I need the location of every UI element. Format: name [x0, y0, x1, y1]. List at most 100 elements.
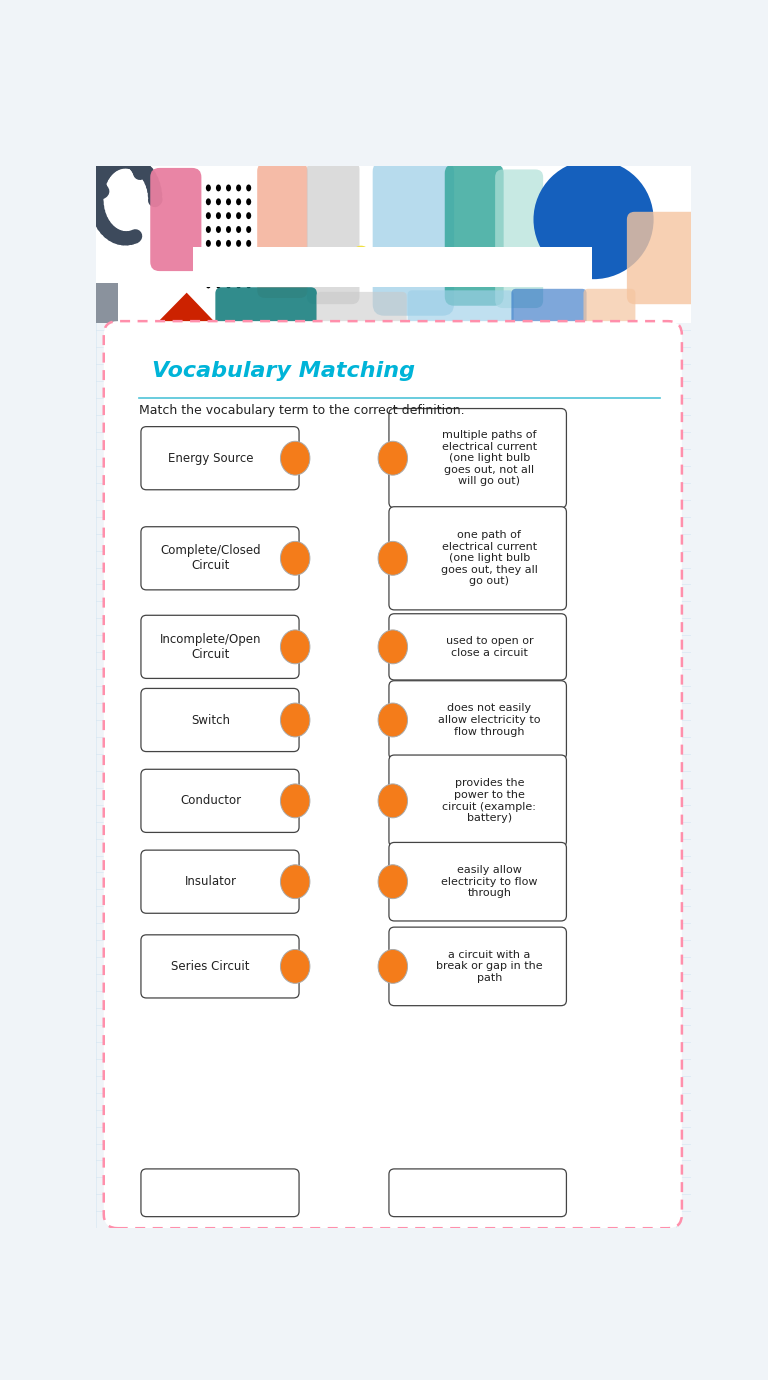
Ellipse shape	[226, 226, 231, 233]
Ellipse shape	[280, 541, 310, 575]
Text: Complete/Closed
Circuit: Complete/Closed Circuit	[161, 544, 261, 573]
Ellipse shape	[378, 949, 408, 984]
FancyBboxPatch shape	[408, 290, 514, 330]
FancyBboxPatch shape	[141, 527, 299, 589]
Ellipse shape	[378, 629, 408, 664]
Text: used to open or
close a circuit: used to open or close a circuit	[445, 636, 533, 658]
Text: Incomplete/Open
Circuit: Incomplete/Open Circuit	[160, 633, 261, 661]
Text: Series Circuit: Series Circuit	[171, 960, 250, 973]
FancyBboxPatch shape	[389, 408, 567, 508]
Ellipse shape	[226, 185, 231, 192]
FancyBboxPatch shape	[151, 168, 201, 270]
Text: does not easily
allow electricity to
flow through: does not easily allow electricity to flo…	[438, 704, 541, 737]
Ellipse shape	[236, 268, 241, 275]
Text: a circuit with a
break or gap in the
path: a circuit with a break or gap in the pat…	[436, 949, 543, 983]
FancyBboxPatch shape	[141, 426, 299, 490]
Ellipse shape	[378, 784, 408, 818]
Text: multiple paths of
electrical current
(one light bulb
goes out, not all
will go o: multiple paths of electrical current (on…	[442, 431, 537, 486]
Ellipse shape	[216, 226, 221, 233]
Ellipse shape	[216, 213, 221, 219]
Ellipse shape	[280, 949, 310, 984]
FancyBboxPatch shape	[389, 614, 567, 680]
Ellipse shape	[236, 213, 241, 219]
Ellipse shape	[216, 268, 221, 275]
Ellipse shape	[206, 226, 211, 233]
Text: Insulator: Insulator	[184, 875, 237, 889]
Ellipse shape	[206, 199, 211, 206]
FancyBboxPatch shape	[584, 288, 635, 330]
Text: Conductor: Conductor	[180, 795, 241, 807]
Ellipse shape	[226, 199, 231, 206]
Ellipse shape	[378, 442, 408, 475]
Ellipse shape	[247, 199, 251, 206]
Ellipse shape	[378, 702, 408, 737]
Ellipse shape	[226, 240, 231, 247]
FancyBboxPatch shape	[306, 161, 359, 304]
FancyBboxPatch shape	[495, 170, 543, 308]
Ellipse shape	[247, 282, 251, 288]
FancyBboxPatch shape	[389, 680, 567, 759]
FancyBboxPatch shape	[389, 755, 567, 847]
Ellipse shape	[206, 240, 211, 247]
Ellipse shape	[378, 541, 408, 575]
Ellipse shape	[280, 702, 310, 737]
Ellipse shape	[247, 226, 251, 233]
Ellipse shape	[206, 185, 211, 192]
FancyBboxPatch shape	[316, 293, 407, 330]
FancyBboxPatch shape	[96, 166, 691, 323]
Ellipse shape	[216, 254, 221, 261]
Ellipse shape	[206, 282, 211, 288]
Text: Energy Source: Energy Source	[168, 451, 253, 465]
Ellipse shape	[216, 185, 221, 192]
Text: Switch: Switch	[191, 713, 230, 726]
Ellipse shape	[280, 865, 310, 898]
FancyBboxPatch shape	[141, 689, 299, 752]
Ellipse shape	[216, 240, 221, 247]
Ellipse shape	[247, 213, 251, 219]
Ellipse shape	[216, 282, 221, 288]
FancyBboxPatch shape	[372, 160, 454, 316]
Ellipse shape	[247, 240, 251, 247]
Ellipse shape	[206, 213, 211, 219]
Ellipse shape	[280, 442, 310, 475]
FancyBboxPatch shape	[389, 842, 567, 920]
Ellipse shape	[247, 254, 251, 261]
FancyBboxPatch shape	[627, 211, 699, 304]
Ellipse shape	[206, 268, 211, 275]
FancyBboxPatch shape	[96, 283, 118, 323]
FancyBboxPatch shape	[389, 1169, 567, 1217]
FancyBboxPatch shape	[141, 615, 299, 679]
FancyBboxPatch shape	[445, 164, 504, 306]
Text: provides the
power to the
circuit (example:
battery): provides the power to the circuit (examp…	[442, 778, 536, 824]
Text: one path of
electrical current
(one light bulb
goes out, they all
go out): one path of electrical current (one ligh…	[441, 530, 538, 586]
FancyBboxPatch shape	[141, 1169, 299, 1217]
Ellipse shape	[236, 185, 241, 192]
Ellipse shape	[226, 213, 231, 219]
Ellipse shape	[226, 282, 231, 288]
Ellipse shape	[226, 254, 231, 261]
Polygon shape	[157, 293, 216, 323]
Ellipse shape	[280, 629, 310, 664]
Ellipse shape	[236, 226, 241, 233]
FancyBboxPatch shape	[511, 288, 587, 330]
FancyBboxPatch shape	[257, 163, 307, 298]
FancyBboxPatch shape	[141, 769, 299, 832]
Ellipse shape	[280, 784, 310, 818]
Text: Match the vocabulary term to the correct definition.: Match the vocabulary term to the correct…	[139, 403, 464, 417]
FancyBboxPatch shape	[389, 927, 567, 1006]
Ellipse shape	[236, 240, 241, 247]
FancyBboxPatch shape	[141, 934, 299, 998]
FancyBboxPatch shape	[104, 322, 682, 1228]
Ellipse shape	[378, 865, 408, 898]
Ellipse shape	[236, 254, 241, 261]
Ellipse shape	[226, 268, 231, 275]
Ellipse shape	[247, 268, 251, 275]
FancyBboxPatch shape	[389, 506, 567, 610]
FancyBboxPatch shape	[215, 287, 317, 333]
Text: easily allow
electricity to flow
through: easily allow electricity to flow through	[441, 865, 538, 898]
Ellipse shape	[216, 199, 221, 206]
Ellipse shape	[349, 246, 373, 277]
Text: Vocabulary Matching: Vocabulary Matching	[152, 362, 415, 381]
FancyBboxPatch shape	[141, 850, 299, 914]
Ellipse shape	[247, 185, 251, 192]
